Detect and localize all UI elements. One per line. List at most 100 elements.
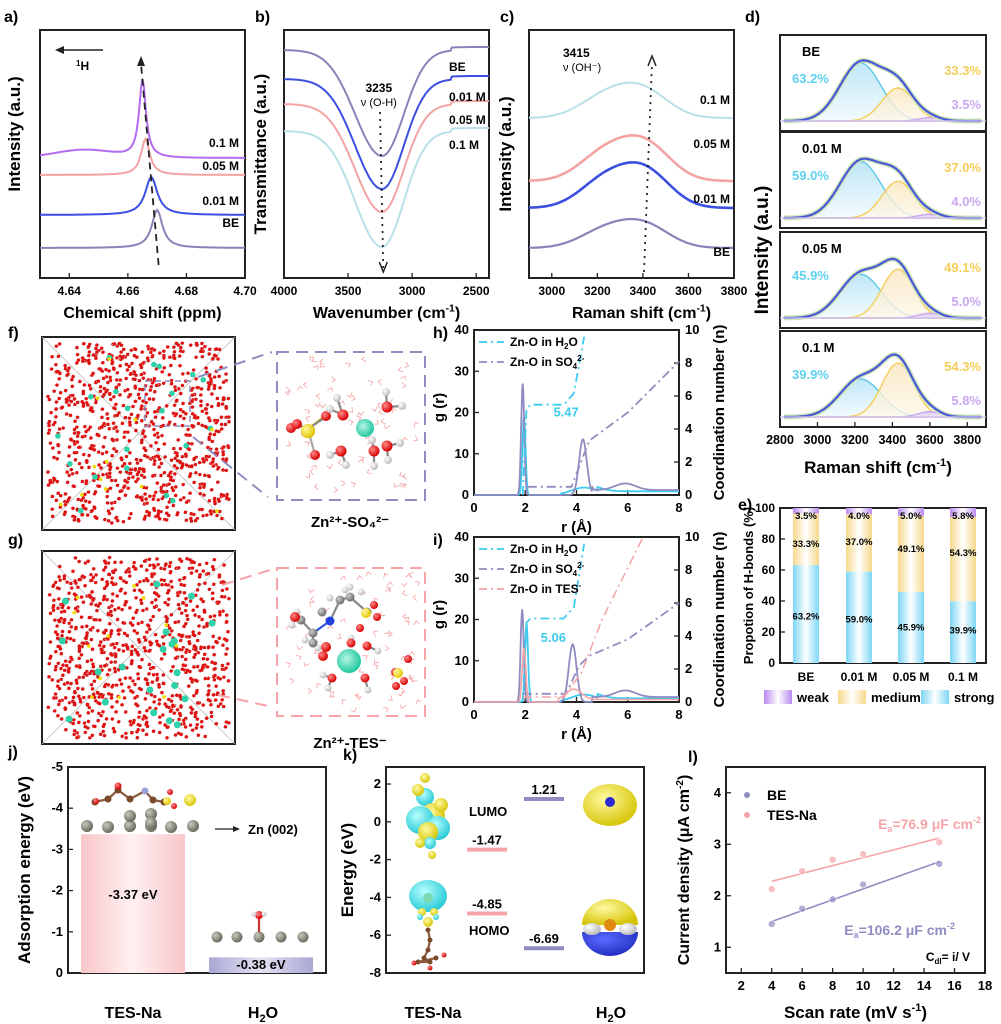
oxygen-atom — [190, 405, 195, 409]
solvent-stick — [303, 661, 310, 667]
oxygen-atom — [198, 472, 202, 477]
oxygen-atom — [62, 682, 67, 686]
oxygen-atom — [173, 493, 178, 498]
oxygen-atom — [182, 575, 187, 580]
oxygen-atom — [65, 373, 69, 377]
selection-box — [144, 380, 191, 427]
oxygen-atom — [77, 664, 82, 668]
oxygen-atom — [162, 652, 167, 656]
oxygen-atom — [212, 386, 217, 391]
oxygen-atom — [77, 675, 81, 680]
oxygen-atom — [216, 704, 221, 708]
oxygen-atom — [117, 411, 121, 415]
oxygen-atom — [188, 491, 192, 495]
oxygen-atom — [82, 641, 86, 646]
spectrum-line-0.01M — [40, 175, 245, 216]
oxygen-atom — [212, 678, 217, 682]
oxygen-atom — [360, 673, 370, 683]
x-axis-label-c: Raman shift (cm-1) — [572, 304, 711, 322]
oxygen-atom — [136, 477, 140, 481]
zn-surface-atom — [145, 808, 157, 820]
oxygen-atom — [135, 736, 140, 740]
shift-arrow-head — [137, 56, 146, 66]
oxygen-atom — [191, 608, 195, 612]
x-tick-label: 4 — [573, 707, 581, 722]
oxygen-atom — [373, 613, 381, 621]
plot-frame — [283, 29, 490, 279]
oxygen-atom — [102, 586, 107, 591]
series-label: 0.1 M — [209, 136, 239, 150]
oxygen-atom — [132, 370, 136, 375]
oxygen-atom — [57, 702, 61, 707]
oxygen-atom — [60, 610, 64, 614]
y-tick-label-e: 80 — [762, 532, 776, 546]
oxygen-atom — [318, 651, 328, 661]
oxygen-atom — [122, 435, 126, 439]
oxygen-atom — [51, 603, 56, 608]
zinc-ion — [123, 465, 130, 472]
oxygen-atom — [89, 578, 93, 583]
sulfur-atom — [393, 668, 403, 678]
oxygen-atom — [99, 466, 103, 470]
oxygen-atom — [75, 415, 80, 419]
oxygen-atom — [77, 656, 81, 661]
solvent-stick — [312, 365, 319, 370]
medium-percent-label: 37.0% — [944, 160, 981, 175]
oxygen-atom — [135, 651, 139, 655]
oxygen-atom — [151, 614, 155, 619]
oxygen-atom — [321, 411, 331, 421]
zinc-ion — [169, 497, 176, 504]
solvent-stick — [408, 651, 415, 656]
oxygen-atom — [116, 606, 121, 610]
oxygen-atom — [132, 718, 136, 723]
strong-value-label: 39.9% — [950, 626, 977, 637]
panel-label-h: h) — [433, 325, 448, 342]
oxygen-atom — [217, 573, 222, 577]
oxygen-atom — [171, 478, 175, 483]
oxygen-atom — [68, 660, 72, 664]
oxygen-atom — [165, 725, 169, 729]
oxygen-atom — [200, 507, 204, 512]
oxygen-atom — [87, 383, 92, 388]
legend-label-strong: strong — [954, 690, 995, 705]
oxygen-atom — [185, 668, 190, 673]
oxygen-atom — [161, 673, 166, 677]
oxygen-atom — [199, 645, 203, 649]
oxygen-atom — [212, 375, 217, 379]
oxygen-atom — [90, 709, 94, 713]
strong-percent-label: 39.9% — [792, 367, 829, 382]
weak-value-label: 4.0% — [848, 511, 870, 522]
oxygen-atom — [203, 663, 207, 667]
zn-surface-atom — [124, 820, 136, 832]
oxygen-atom — [74, 625, 78, 630]
oxygen-atom — [169, 478, 173, 482]
oxygen-atom — [87, 344, 91, 349]
subplot-frame — [779, 330, 987, 428]
oxygen-atom — [60, 629, 65, 634]
oxygen-atom — [158, 721, 162, 725]
oxygen-atom — [125, 666, 129, 670]
oxygen-atom — [129, 348, 134, 352]
oxygen-atom — [189, 343, 193, 347]
oxygen-atom — [55, 369, 60, 374]
oxygen-atom — [119, 682, 124, 686]
oxygen-atom — [102, 386, 107, 391]
oxygen-atom — [124, 580, 129, 585]
zinc-ion — [67, 460, 73, 467]
oxygen-atom — [310, 450, 320, 460]
oxygen-atom — [145, 681, 150, 685]
oxygen-atom — [122, 631, 127, 636]
oxygen-atom — [99, 425, 104, 429]
oxygen-atom — [82, 383, 87, 387]
y-tick-label-j: -3 — [51, 841, 63, 856]
oxygen-atom — [225, 495, 229, 500]
sulfur-atom — [80, 492, 84, 497]
solvent-stick — [383, 424, 391, 430]
oxygen-atom — [127, 516, 132, 520]
oxygen-atom — [210, 591, 215, 595]
bar-value-label: -0.38 eV — [236, 957, 285, 972]
solvent-stick — [296, 645, 303, 651]
oxygen-atom — [71, 721, 75, 726]
oxygen-atom — [178, 446, 183, 451]
